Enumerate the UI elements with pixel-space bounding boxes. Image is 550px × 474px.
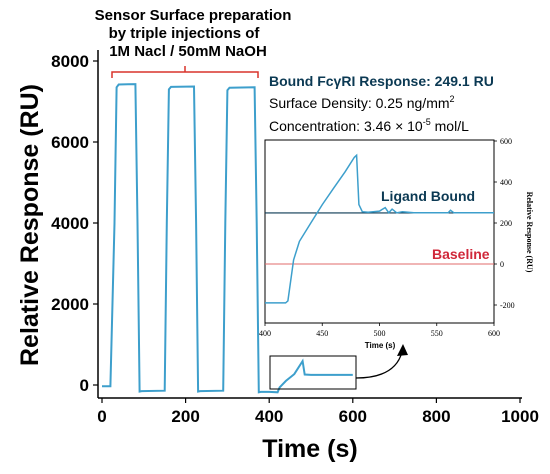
inset-y-axis-label: Relative Response (RU) (525, 192, 534, 273)
main-series-line (102, 83, 353, 394)
main-x-tick-label: 800 (422, 407, 450, 426)
preparation-note-line-3: 1M Nacl / 50mM NaOH (109, 43, 267, 60)
inset-y-tick-label: 400 (500, 178, 512, 187)
preparation-note: Sensor Surface preparation by triple inj… (95, 7, 292, 60)
inset-y-tick-label: 200 (500, 219, 512, 228)
main-x-tick-label: 600 (339, 407, 367, 426)
zoom-arrowhead (397, 344, 408, 356)
preparation-note-line-2: by triple injections of (109, 25, 261, 42)
main-x-tick-label: 200 (171, 407, 199, 426)
injection-bracket (111, 66, 259, 78)
baseline-label: Baseline (432, 246, 490, 262)
main-y-tick-label: 0 (80, 376, 89, 395)
surface-density-sup: 2 (450, 94, 455, 104)
main-y-tick-label: 4000 (51, 214, 89, 233)
surface-density-label: Surface Density: 0.25 ng/mm2 (269, 94, 455, 111)
main-y-tick-label: 8000 (51, 52, 89, 71)
zoom-region-box (269, 355, 357, 390)
main-y-tick-label: 2000 (51, 295, 89, 314)
preparation-note-line-1: Sensor Surface preparation (95, 7, 292, 24)
main-x-tick-label: 0 (97, 407, 106, 426)
inset-x-tick-label: 600 (488, 329, 500, 338)
inset-y-tick-label: -200 (500, 301, 515, 310)
inset-frame (264, 139, 495, 324)
surface-density-text: Surface Density: 0.25 ng/mm (269, 95, 450, 111)
ligand-bound-label: Ligand Bound (381, 188, 475, 204)
concentration-unit: mol/L (431, 118, 469, 134)
main-y-axis-label: Relative Response (RU) (16, 84, 44, 366)
main-x-tick-label: 1000 (501, 407, 539, 426)
inset-x-tick-label: 400 (259, 329, 271, 338)
main-y-tick-label: 6000 (51, 133, 89, 152)
inset-x-tick-label: 500 (374, 329, 386, 338)
inset-y-tick-label: 600 (500, 137, 512, 146)
concentration-text: Concentration: 3.46 × 10 (269, 118, 423, 134)
concentration-sup: -5 (423, 117, 431, 127)
concentration-label: Concentration: 3.46 × 10-5 mol/L (269, 117, 469, 134)
main-x-tick-label: 400 (255, 407, 283, 426)
inset-chart: 400 450 500 550 600 -200 0 200 400 600 Ligand Bou… (259, 137, 534, 350)
inset-x-tick-label: 550 (431, 329, 443, 338)
zoom-arrow (355, 351, 403, 379)
inset-x-axis-label: Time (s) (365, 341, 396, 350)
inset-y-tick-label: 0 (500, 260, 504, 269)
bound-response-label: Bound FcγRI Response: 249.1 RU (269, 73, 494, 89)
main-x-axis-label: Time (s) (262, 435, 357, 463)
inset-series-line (265, 153, 494, 304)
inset-x-tick-label: 450 (316, 329, 328, 338)
